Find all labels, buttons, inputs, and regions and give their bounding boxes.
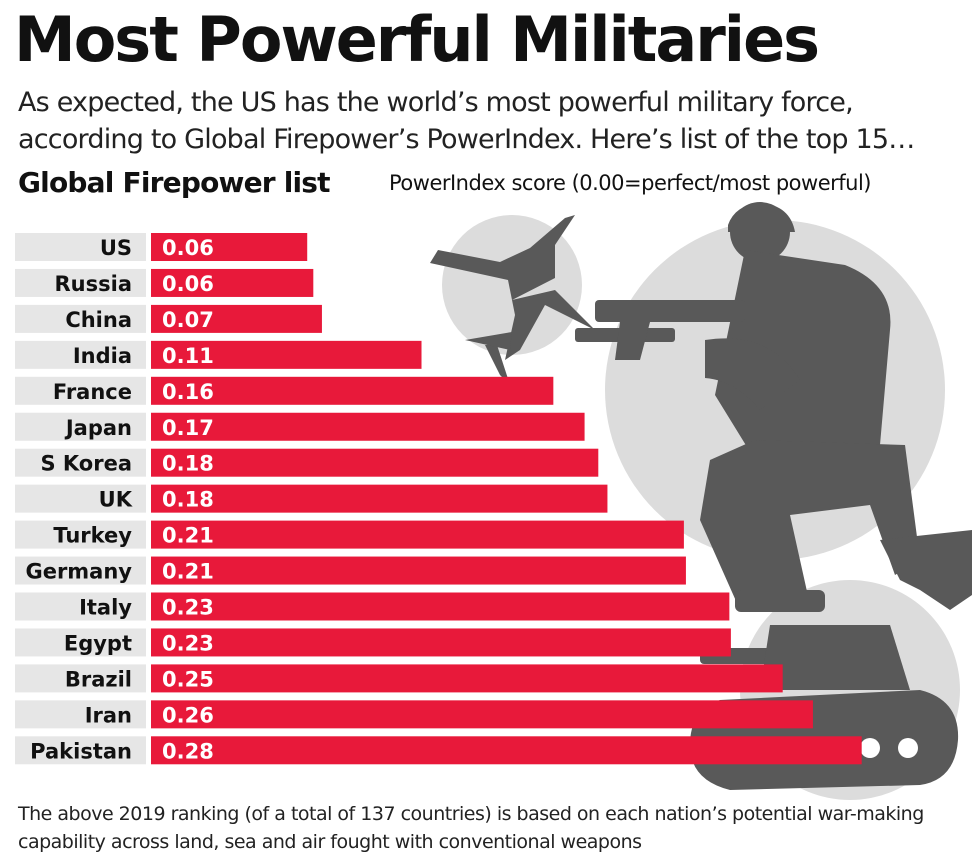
bar-value-label: 0.06	[162, 272, 214, 296]
bar	[151, 448, 599, 477]
category-label-bg	[15, 592, 146, 621]
bar	[151, 376, 554, 405]
category-label-bg	[15, 340, 146, 369]
bar	[151, 736, 862, 765]
bar-value-label: 0.18	[162, 452, 214, 476]
bar-value-label: 0.06	[162, 236, 214, 260]
category-label-bg	[15, 304, 146, 333]
category-label: Brazil	[65, 667, 132, 691]
category-label: Pakistan	[30, 739, 132, 763]
category-label-bg	[15, 628, 146, 657]
bar	[151, 268, 314, 297]
bar	[151, 412, 585, 441]
category-label: China	[65, 308, 132, 332]
bar	[151, 520, 684, 549]
bar-value-label: 0.07	[162, 308, 214, 332]
bar-value-label: 0.21	[162, 524, 214, 548]
bar	[151, 700, 813, 729]
category-label-bg	[15, 664, 146, 693]
category-label-bg	[15, 520, 146, 549]
category-label: Italy	[79, 596, 132, 620]
bar-value-label: 0.16	[162, 380, 214, 404]
category-label-bg	[15, 556, 146, 585]
soldier-icon	[575, 202, 972, 612]
category-label: France	[53, 380, 132, 404]
category-label-bg	[15, 233, 146, 261]
bar	[151, 556, 686, 585]
bar-value-label: 0.26	[162, 703, 214, 727]
chart-heading: Global Firepower list	[18, 166, 331, 199]
fighter-jet-icon	[430, 215, 595, 385]
bar-value-label: 0.28	[162, 739, 214, 763]
category-label-bg	[15, 412, 146, 441]
bar	[151, 592, 730, 621]
category-label: UK	[99, 488, 133, 512]
category-label: Turkey	[53, 524, 132, 548]
category-label: Egypt	[64, 631, 132, 655]
category-label: Russia	[55, 272, 133, 296]
category-label: S Korea	[40, 452, 132, 476]
bars: US 0.06 Russia 0.06 China 0.07 India 0.11 France…	[15, 233, 862, 765]
category-label: Japan	[64, 416, 132, 440]
bar	[151, 628, 731, 657]
category-label-bg	[15, 448, 146, 477]
category-label-bg	[15, 268, 146, 297]
chart-axis-note: PowerIndex score (0.00=perfect/most powe…	[389, 171, 871, 195]
bar	[151, 664, 783, 693]
category-label: US	[100, 236, 132, 260]
bar	[151, 340, 422, 369]
bar	[151, 233, 308, 261]
category-label: Iran	[85, 703, 132, 727]
category-label-bg	[15, 484, 146, 513]
bar-value-label: 0.25	[162, 667, 214, 691]
bar-value-label: 0.23	[162, 596, 214, 620]
page-subtitle: As expected, the US has the world’s most…	[18, 87, 915, 155]
background-art	[430, 202, 972, 800]
page-title: Most Powerful Militaries	[14, 3, 820, 76]
bar	[151, 304, 322, 333]
category-label: Germany	[25, 560, 132, 584]
category-label: India	[73, 344, 132, 368]
bar-value-label: 0.23	[162, 631, 214, 655]
bar-value-label: 0.21	[162, 560, 214, 584]
bar-value-label: 0.11	[162, 344, 214, 368]
footnote: The above 2019 ranking (of a total of 13…	[18, 803, 924, 853]
category-label-bg	[15, 700, 146, 729]
category-label-bg	[15, 376, 146, 405]
category-label-bg	[15, 736, 146, 765]
bar-value-label: 0.17	[162, 416, 214, 440]
bar-value-label: 0.18	[162, 488, 214, 512]
bar	[151, 484, 608, 513]
